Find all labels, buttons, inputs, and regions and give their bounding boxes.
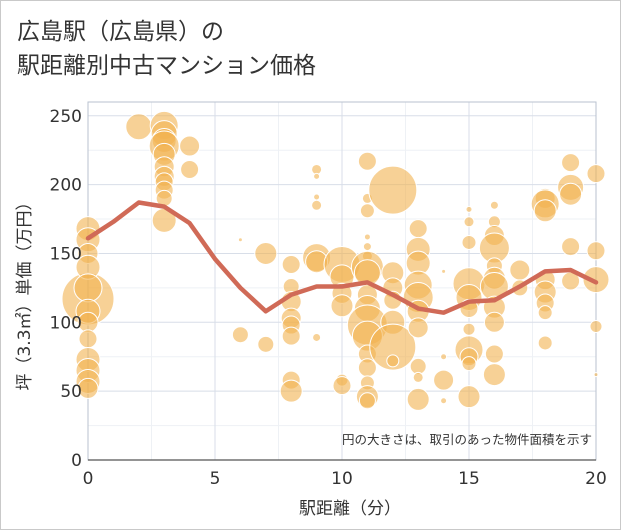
y-tick-label: 200 — [50, 176, 82, 196]
bubble-point — [279, 379, 303, 403]
bubble-point — [362, 242, 372, 252]
bubble-point — [586, 241, 606, 261]
bubble-point — [257, 335, 275, 353]
bubble-point — [180, 159, 200, 179]
bubble-point — [281, 326, 301, 346]
bubble-point — [313, 172, 321, 180]
bubble-point — [406, 387, 430, 411]
bubble-point — [254, 241, 278, 265]
bubble-point — [483, 311, 505, 333]
bubble-point — [77, 377, 99, 399]
bubble-point — [330, 294, 354, 318]
bubble-size-note: 円の大きさは、取引のあった物件面積を示す — [342, 432, 592, 447]
bubble-point — [537, 305, 553, 321]
bubble-point — [457, 385, 481, 409]
bubble-point — [593, 372, 599, 378]
chart-title-line-2: 駅距離別中古マンション価格 — [17, 53, 316, 79]
y-tick-label: 150 — [50, 244, 82, 264]
trend-line-series — [85, 200, 599, 315]
bubble-point — [237, 237, 243, 243]
chart-title-line-1: 広島駅（広島県）の — [17, 19, 224, 45]
bubble-point — [358, 392, 376, 410]
bubble-point — [582, 266, 610, 294]
y-tick-label: 100 — [50, 313, 82, 333]
x-tick-label: 20 — [585, 469, 607, 489]
chart-title: 広島駅（広島県）の 駅距離別中古マンション価格 — [17, 15, 316, 83]
bubble-point — [357, 358, 377, 378]
bubble-point — [407, 317, 429, 339]
bubble-point — [440, 353, 448, 361]
bubble-point — [433, 369, 455, 391]
y-tick-label: 0 — [71, 451, 82, 471]
bubble-point — [586, 164, 606, 184]
bubble-point — [231, 326, 249, 344]
bubble-point — [368, 165, 418, 215]
average-price-line — [85, 200, 599, 315]
bubble-point — [369, 323, 417, 371]
bubble-point — [484, 344, 504, 364]
y-tick-label: 250 — [50, 107, 82, 127]
bubble-point — [463, 216, 475, 228]
bubble-point — [561, 153, 581, 173]
bubble-point — [537, 335, 553, 351]
bubble-point — [441, 268, 447, 274]
bubble-point — [559, 182, 583, 206]
tick-labels: 0 50 100 150 200 250 0 5 10 15 20 — [50, 107, 607, 489]
bubble-point — [509, 259, 531, 281]
bubble-point — [363, 233, 371, 241]
bubble-point — [359, 203, 375, 219]
x-tick-label: 15 — [458, 469, 480, 489]
x-tick-label: 0 — [83, 469, 94, 489]
bubble-point — [125, 113, 153, 141]
bubble-point — [533, 199, 557, 223]
bubble-point — [461, 356, 477, 372]
bubble-point — [465, 205, 473, 213]
y-axis-label: 坪（3.3㎡）単価（万円） — [15, 193, 35, 390]
bubble-point — [412, 371, 424, 383]
bubble-point — [357, 151, 377, 171]
bubble-point — [489, 200, 499, 210]
y-tick-label: 50 — [60, 382, 82, 402]
bubble-series — [61, 110, 610, 411]
bubble-point — [311, 199, 323, 211]
x-tick-label: 5 — [210, 469, 221, 489]
bubble-point — [482, 363, 506, 387]
bubble-point — [408, 219, 428, 239]
x-axis-label: 駅距離（分） — [299, 499, 401, 519]
bubble-point — [589, 319, 603, 333]
bubble-point — [312, 332, 322, 342]
bubble-point — [73, 273, 103, 303]
bubble-point — [561, 237, 581, 257]
bubble-point — [440, 397, 448, 405]
bubble-point — [386, 354, 400, 368]
bubble-point — [281, 254, 301, 274]
bubble-point — [462, 322, 476, 336]
bubble-point — [332, 376, 352, 396]
bubble-point — [461, 234, 477, 250]
bubble-point — [179, 135, 201, 157]
x-tick-label: 10 — [331, 469, 353, 489]
bubble-point — [313, 193, 321, 201]
